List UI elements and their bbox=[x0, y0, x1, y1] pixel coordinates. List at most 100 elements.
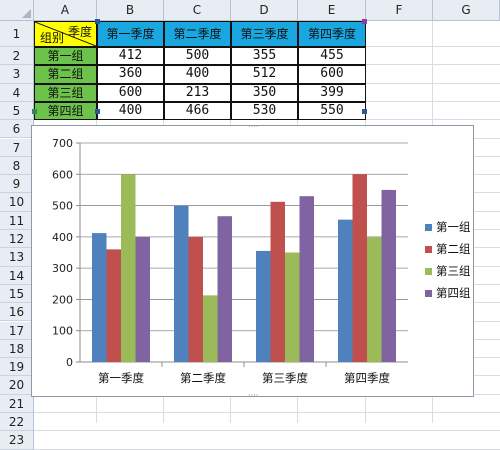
bar-2-3 bbox=[270, 201, 285, 362]
data-cell[interactable]: 213 bbox=[164, 83, 231, 102]
column-header-c[interactable]: C bbox=[164, 0, 231, 21]
data-cell[interactable]: 399 bbox=[298, 83, 366, 102]
range-handle-marker[interactable] bbox=[32, 109, 37, 114]
bar-4-4 bbox=[381, 189, 396, 362]
range-handle-marker[interactable] bbox=[95, 19, 100, 24]
bar-2-2 bbox=[188, 236, 203, 362]
group-label-cell[interactable]: 第二组 bbox=[34, 65, 97, 84]
x-category-label: 第二季度 bbox=[180, 371, 226, 385]
row-gridline bbox=[34, 412, 500, 413]
data-cell[interactable]: 500 bbox=[164, 47, 231, 66]
column-header-e[interactable]: E bbox=[298, 0, 366, 21]
range-handle-marker[interactable] bbox=[362, 19, 367, 24]
column-header-d[interactable]: D bbox=[231, 0, 298, 21]
bar-3-2 bbox=[203, 295, 218, 362]
bar-4-3 bbox=[299, 196, 314, 362]
group-label-cell[interactable]: 第四组 bbox=[34, 101, 97, 121]
legend-swatch bbox=[425, 290, 432, 297]
column-header-f[interactable]: F bbox=[366, 0, 433, 21]
select-all-button[interactable] bbox=[0, 0, 34, 21]
row-header-5[interactable]: 5 bbox=[0, 101, 34, 121]
bar-1-2 bbox=[174, 205, 189, 362]
quarter-header-cell[interactable]: 第二季度 bbox=[164, 21, 231, 47]
column-header-a[interactable]: A bbox=[34, 0, 97, 21]
row-header-3[interactable]: 3 bbox=[0, 65, 34, 84]
row-header-4[interactable]: 4 bbox=[0, 83, 34, 102]
range-handle-marker[interactable] bbox=[95, 109, 100, 114]
corner-top-label: 季度 bbox=[67, 25, 92, 39]
bar-2-4 bbox=[352, 174, 367, 362]
data-cell[interactable]: 455 bbox=[298, 47, 366, 66]
bar-1-1 bbox=[92, 233, 107, 362]
row-header-20[interactable]: 20 bbox=[0, 376, 34, 395]
row-gridline bbox=[34, 430, 500, 432]
data-cell[interactable]: 512 bbox=[231, 65, 298, 84]
x-category-label: 第三季度 bbox=[262, 371, 308, 385]
data-cell[interactable]: 412 bbox=[97, 47, 164, 66]
group-label-cell[interactable]: 第三组 bbox=[34, 83, 97, 102]
bar-1-4 bbox=[338, 219, 353, 362]
data-cell[interactable]: 360 bbox=[97, 65, 164, 84]
data-cell[interactable]: 530 bbox=[231, 101, 298, 121]
data-cell[interactable]: 600 bbox=[298, 65, 366, 84]
data-cell[interactable]: 400 bbox=[164, 65, 231, 84]
data-cell[interactable]: 600 bbox=[97, 83, 164, 102]
row-header-11[interactable]: 11 bbox=[0, 211, 34, 230]
y-tick-label: 700 bbox=[52, 137, 73, 150]
diagonal-divider bbox=[35, 22, 96, 46]
chart-resize-handle: ···· bbox=[248, 126, 258, 131]
row-header-22[interactable]: 22 bbox=[0, 413, 34, 432]
row-header-6[interactable]: 6 bbox=[0, 120, 34, 139]
range-handle-marker[interactable] bbox=[362, 109, 367, 114]
y-tick-label: 300 bbox=[52, 262, 73, 275]
y-tick-label: 0 bbox=[66, 356, 73, 369]
column-chart[interactable]: 0 100 200 300 400 500 600 700 第一季度 第二季度 第三季度 第四季度 第一… bbox=[31, 122, 474, 400]
bar-4-1 bbox=[135, 236, 150, 362]
row-header-8[interactable]: 8 bbox=[0, 156, 34, 176]
row-header-9[interactable]: 9 bbox=[0, 175, 34, 194]
x-category-label: 第四季度 bbox=[344, 371, 390, 385]
row-header-18[interactable]: 18 bbox=[0, 339, 34, 359]
select-all-icon bbox=[22, 9, 31, 18]
legend-swatch bbox=[425, 268, 432, 275]
bar-3-3 bbox=[285, 252, 300, 362]
row-header-13[interactable]: 13 bbox=[0, 248, 34, 267]
row-header-21[interactable]: 21 bbox=[0, 394, 34, 413]
quarter-header-cell[interactable]: 第一季度 bbox=[97, 21, 164, 47]
data-cell[interactable]: 400 bbox=[97, 101, 164, 121]
column-header-g[interactable]: G bbox=[433, 0, 500, 21]
row-header-2[interactable]: 2 bbox=[0, 47, 34, 66]
bar-2-1 bbox=[106, 249, 121, 362]
row-gridline bbox=[34, 448, 500, 450]
legend-label: 第四组 bbox=[436, 286, 471, 300]
quarter-header-cell[interactable]: 第三季度 bbox=[231, 21, 298, 47]
y-tick-label: 200 bbox=[52, 293, 73, 306]
bar-3-1 bbox=[121, 174, 136, 362]
corner-bottom-label: 组别 bbox=[40, 31, 65, 45]
group-label-cell[interactable]: 第一组 bbox=[34, 47, 97, 66]
row-header-10[interactable]: 10 bbox=[0, 193, 34, 212]
bar-1-3 bbox=[256, 250, 271, 362]
y-tick-label: 600 bbox=[52, 168, 73, 181]
row-header-1[interactable]: 1 bbox=[0, 21, 34, 47]
bar-3-4 bbox=[367, 237, 382, 362]
row-header-16[interactable]: 16 bbox=[0, 303, 34, 322]
data-cell[interactable]: 466 bbox=[164, 101, 231, 121]
y-tick-label: 400 bbox=[52, 231, 73, 244]
row-header-12[interactable]: 12 bbox=[0, 230, 34, 249]
quarter-header-cell[interactable]: 第四季度 bbox=[298, 21, 366, 47]
row-header-19[interactable]: 19 bbox=[0, 358, 34, 377]
row-header-23[interactable]: 23 bbox=[0, 431, 34, 450]
row-header-7[interactable]: 7 bbox=[0, 138, 34, 157]
row-header-14[interactable]: 14 bbox=[0, 266, 34, 285]
column-header-b[interactable]: B bbox=[97, 0, 164, 21]
legend-label: 第一组 bbox=[436, 220, 471, 234]
row-header-17[interactable]: 17 bbox=[0, 321, 34, 340]
row-header-15[interactable]: 15 bbox=[0, 284, 34, 304]
data-cell[interactable]: 355 bbox=[231, 47, 298, 66]
corner-header-cell[interactable]: 季度 组别 bbox=[34, 21, 97, 47]
data-cell[interactable]: 350 bbox=[231, 83, 298, 102]
y-tick-label: 500 bbox=[52, 200, 73, 213]
data-cell[interactable]: 550 bbox=[298, 101, 366, 121]
